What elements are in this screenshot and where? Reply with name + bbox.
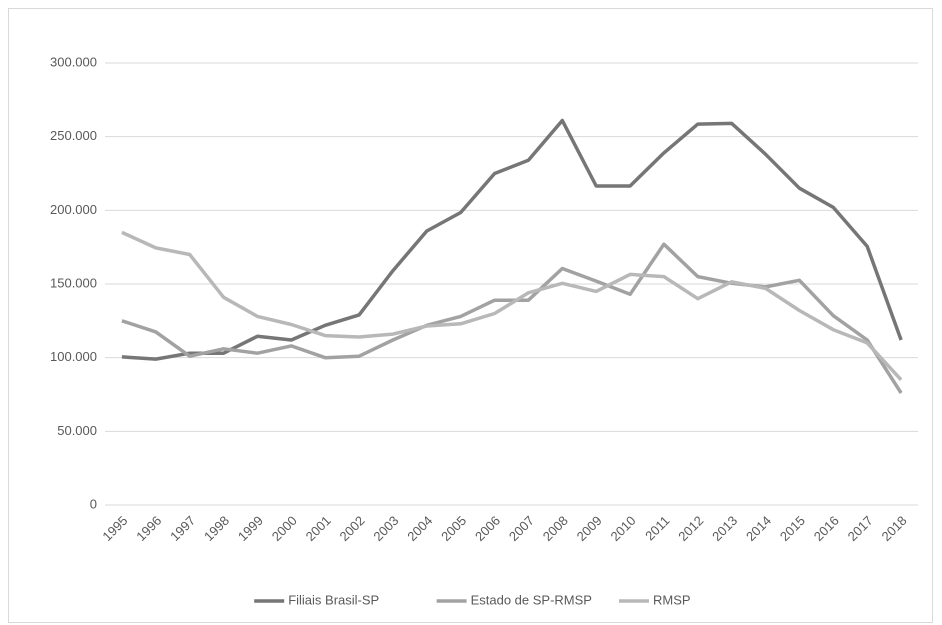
legend-label: Filiais Brasil-SP xyxy=(288,592,379,607)
legend-label: RMSP xyxy=(653,592,691,607)
series-line xyxy=(121,242,903,394)
y-tick-label: 100.000 xyxy=(50,349,97,364)
y-tick-label: 50.000 xyxy=(57,423,97,438)
y-tick-label: 200.000 xyxy=(50,202,97,217)
y-tick-label: 250.000 xyxy=(50,128,97,143)
legend-label: Estado de SP-RMSP xyxy=(471,592,592,607)
y-tick-label: 300.000 xyxy=(50,54,97,69)
series-line xyxy=(121,230,903,381)
chart-frame xyxy=(8,8,933,623)
series-line xyxy=(121,118,903,361)
y-tick-label: 150.000 xyxy=(50,275,97,290)
y-tick-label: 0 xyxy=(90,496,97,511)
